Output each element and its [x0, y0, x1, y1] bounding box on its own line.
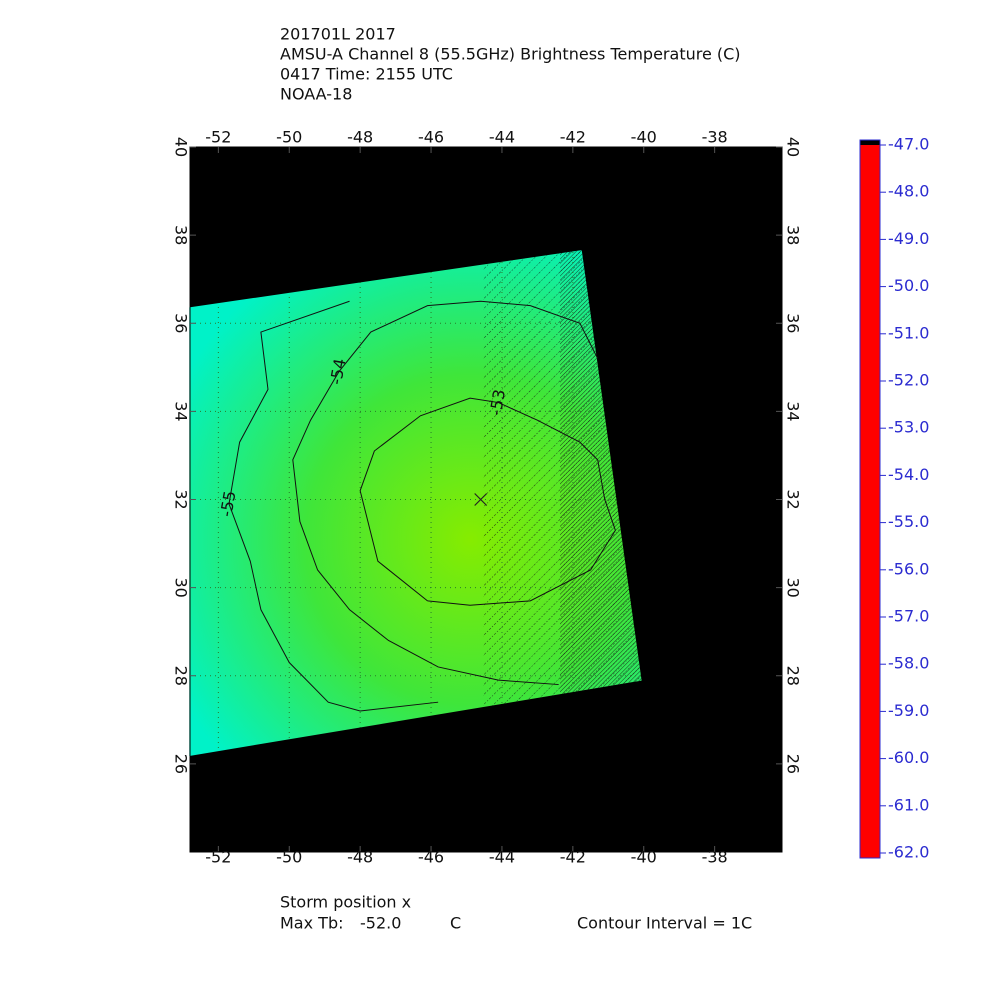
y-tick-label: 30: [784, 577, 803, 597]
x-tick-label: -52: [205, 848, 231, 867]
x-tick-label: -50: [276, 128, 302, 147]
contour-label: -53: [486, 388, 509, 417]
title-line: 0417 Time: 2155 UTC: [280, 65, 453, 84]
colorbar-tick-label: -53.0: [888, 418, 929, 437]
x-tick-label: -52: [205, 128, 231, 147]
colorbar-tick-label: -48.0: [888, 182, 929, 201]
colorbar-tick-label: -52.0: [888, 371, 929, 390]
colorbar-tick-label: -51.0: [888, 323, 929, 342]
colorbar-tick-label: -60.0: [888, 748, 929, 767]
x-tick-label: -48: [347, 128, 373, 147]
contour-line: [292, 300, 599, 686]
contour-label: -55: [216, 489, 239, 518]
y-tick-label: 28: [784, 666, 803, 686]
max-tb-unit: C: [450, 914, 461, 933]
max-tb-label: Max Tb:: [280, 914, 343, 933]
y-tick-label: 34: [172, 401, 191, 421]
y-tick-label: 32: [784, 489, 803, 509]
y-tick-label: 30: [172, 577, 191, 597]
contour-interval: Contour Interval = 1C: [577, 914, 752, 933]
y-tick-label: 36: [172, 313, 191, 333]
y-tick-label: 32: [172, 489, 191, 509]
y-tick-label: 36: [784, 313, 803, 333]
max-tb-value: -52.0: [360, 914, 401, 933]
x-tick-label: -42: [560, 848, 586, 867]
x-tick-label: -46: [418, 848, 444, 867]
colorbar-tick-label: -50.0: [888, 276, 929, 295]
colorbar-tick-label: -56.0: [888, 559, 929, 578]
y-tick-label: 38: [784, 225, 803, 245]
title-line: NOAA-18: [280, 85, 352, 104]
x-tick-label: -40: [631, 848, 657, 867]
colorbar-tick-label: -59.0: [888, 701, 929, 720]
x-tick-label: -48: [347, 848, 373, 867]
x-tick-label: -40: [631, 128, 657, 147]
colorbar-bar: [859, 139, 881, 859]
colorbar-tick-label: -58.0: [888, 654, 929, 673]
x-tick-label: -46: [418, 128, 444, 147]
colorbar-tick-label: -61.0: [888, 795, 929, 814]
x-tick-label: -44: [489, 848, 515, 867]
colorbar-tick-label: -62.0: [888, 843, 929, 862]
y-tick-label: 26: [172, 754, 191, 774]
storm-marker: [474, 493, 488, 506]
x-tick-label: -42: [560, 128, 586, 147]
colorbar: -47.0 -48.0 -49.0 -50.0 -51.0 -52.0 -53.0 -54.0…: [859, 135, 929, 862]
y-tick-label: 38: [172, 225, 191, 245]
title-line: 201701L 2017: [280, 25, 396, 44]
colorbar-tick-label: -54.0: [888, 465, 929, 484]
title-line: AMSU-A Channel 8 (55.5GHz) Brightness Te…: [280, 45, 741, 64]
y-tick-label: 34: [784, 401, 803, 421]
contour-label: -54: [326, 357, 349, 386]
storm-label: Storm position x: [280, 893, 411, 912]
y-tick-label: 28: [172, 666, 191, 686]
colorbar-tick-label: -47.0: [888, 135, 929, 154]
y-tick-label: 26: [784, 754, 803, 774]
colorbar-tick-label: -57.0: [888, 607, 929, 626]
x-tick-label: -44: [489, 128, 515, 147]
x-tick-label: -38: [702, 848, 728, 867]
colorbar-tick-label: -55.0: [888, 512, 929, 531]
plot-area: -53 -54 -55 -52 -52 -50 -50 -48 -48 -46 -46 -44 -44 -…: [172, 128, 803, 867]
contour-line: [228, 300, 439, 712]
colorbar-tick-label: -49.0: [888, 229, 929, 248]
x-tick-label: -38: [702, 128, 728, 147]
x-tick-label: -50: [276, 848, 302, 867]
y-tick-label: 40: [784, 137, 803, 157]
y-tick-label: 40: [172, 137, 191, 157]
contour-line: [359, 397, 616, 606]
